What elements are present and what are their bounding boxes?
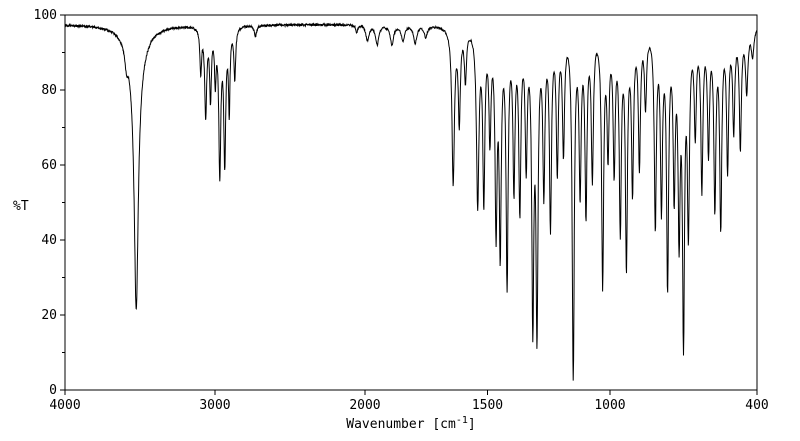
plot-frame xyxy=(64,14,758,391)
x-tick-label: 2000 xyxy=(349,398,380,413)
x-axis-label-close: ] xyxy=(468,417,476,432)
y-tick-label: 20 xyxy=(41,308,57,323)
y-tick-label: 100 xyxy=(34,8,57,23)
x-axis-label: Wavenumber [cm-1] xyxy=(346,415,475,432)
x-tick-label: 4000 xyxy=(49,398,80,413)
x-axis-label-main: Wavenumber [cm xyxy=(346,417,456,432)
x-tick-label: 3000 xyxy=(199,398,230,413)
y-tick-label: 80 xyxy=(41,83,57,98)
spectrum-curve xyxy=(64,22,758,381)
x-tick-label: 400 xyxy=(745,398,768,413)
y-axis-ticks: 0 20 40 60 80 100 xyxy=(34,8,65,398)
x-axis-ticks: 4000 3000 2000 1500 1000 400 xyxy=(49,390,769,413)
y-tick-label: 60 xyxy=(41,158,57,173)
y-axis-label: %T xyxy=(13,199,29,214)
x-tick-label: 1000 xyxy=(594,398,625,413)
y-tick-label: 40 xyxy=(41,233,57,248)
y-tick-label: 0 xyxy=(49,383,57,398)
x-axis-label-superscript: -1 xyxy=(456,415,468,426)
x-tick-label: 1500 xyxy=(472,398,503,413)
